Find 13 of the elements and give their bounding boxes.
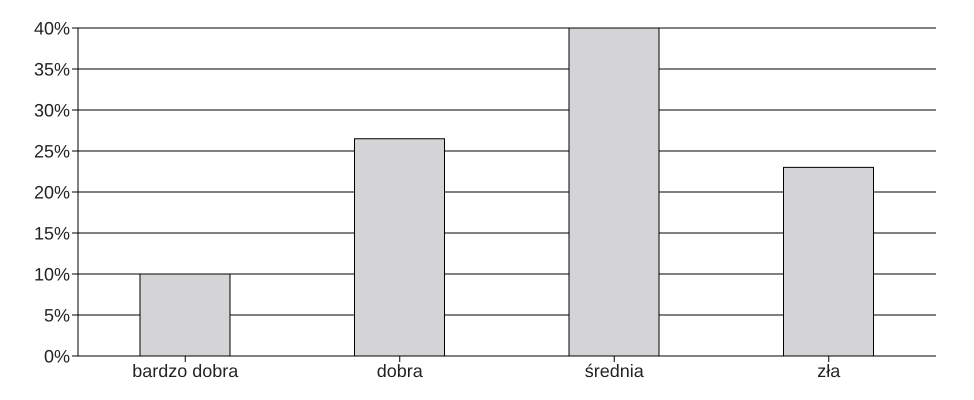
y-tick-label: 10% xyxy=(34,264,70,284)
x-tick-label: zła xyxy=(817,360,842,381)
y-tick-label: 35% xyxy=(34,59,70,80)
y-tick-label: 0% xyxy=(44,346,70,366)
y-tick-label: 5% xyxy=(44,305,70,326)
y-tick-label: 30% xyxy=(34,100,70,120)
x-tick-label: dobra xyxy=(376,360,424,381)
x-tick-label: średnia xyxy=(584,360,645,381)
y-tick-label: 15% xyxy=(34,223,70,244)
y-tick-label: 25% xyxy=(34,141,70,162)
x-tick-label: bardzo dobra xyxy=(132,360,240,381)
y-tick-label: 40% xyxy=(34,18,70,38)
y-tick-label: 20% xyxy=(34,182,70,202)
